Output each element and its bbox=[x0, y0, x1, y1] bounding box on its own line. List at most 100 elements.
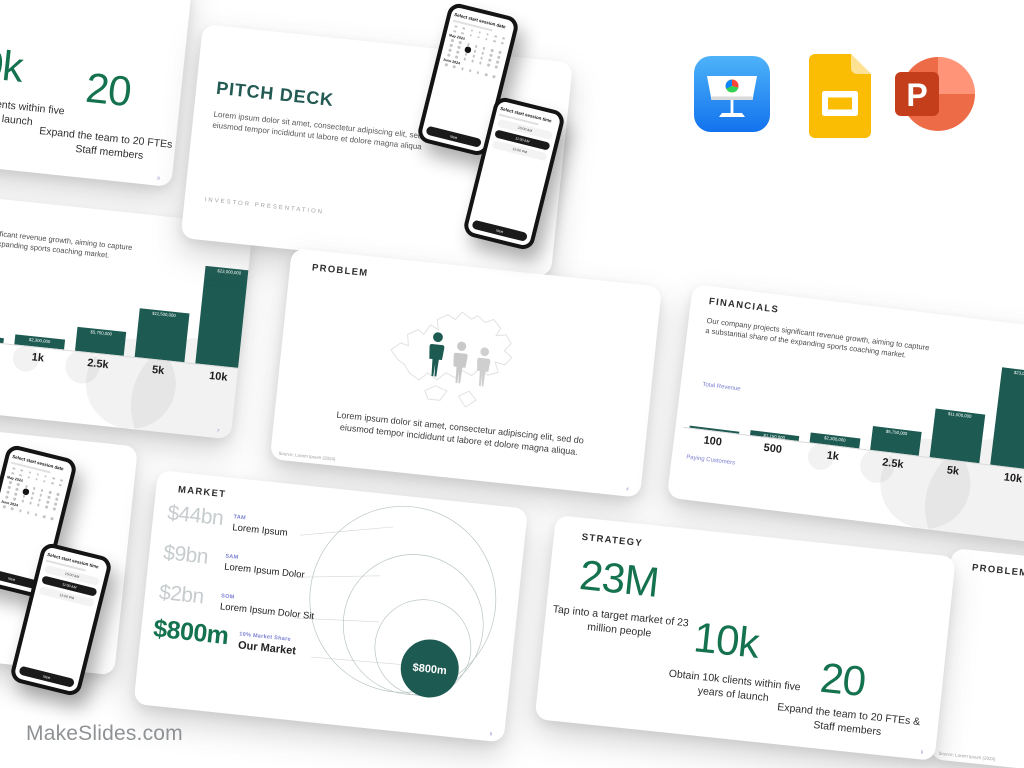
keynote-icon[interactable] bbox=[694, 56, 770, 132]
bar-5k: $11,500,000 bbox=[929, 408, 985, 464]
calendar-day bbox=[470, 59, 475, 63]
calendar-day bbox=[10, 507, 14, 511]
person-icon bbox=[429, 332, 445, 377]
calendar-day bbox=[474, 44, 478, 49]
svg-text:$800m: $800m bbox=[412, 662, 448, 678]
calendar-day bbox=[13, 497, 17, 501]
calendar-day bbox=[463, 57, 467, 61]
calendar-day bbox=[476, 35, 481, 39]
calendar-day bbox=[495, 60, 500, 64]
calendar-day bbox=[449, 43, 453, 48]
calendar-day bbox=[472, 54, 476, 58]
stat-number: 10k bbox=[691, 613, 761, 667]
stat-number: 10k bbox=[0, 37, 25, 91]
slide-financials[interactable]: FINANCIALS Our company projects signific… bbox=[666, 284, 1024, 545]
page-number: 7 bbox=[216, 427, 220, 434]
calendar-day bbox=[40, 488, 44, 493]
next-button: Next bbox=[471, 219, 528, 242]
source-note: Source: Lorem Ipsum (2024) bbox=[938, 750, 996, 762]
calendar-day bbox=[501, 36, 506, 40]
calendar-day bbox=[44, 505, 48, 509]
slide-title: STRATEGY bbox=[581, 531, 644, 550]
keynote-logo bbox=[694, 56, 770, 132]
bar-10k: $23,000,000 bbox=[194, 265, 254, 369]
powerpoint-icon[interactable]: P bbox=[893, 52, 977, 136]
cover-footer: INVESTOR PRESENTATION bbox=[204, 197, 325, 216]
stat-caption: Expand the team to 20 FTEs & Staff membe… bbox=[38, 125, 183, 162]
calendar-day bbox=[48, 490, 52, 495]
source-note: Source: Lorem Ipsum (2024) bbox=[278, 450, 336, 462]
page-number: 9 bbox=[920, 749, 924, 755]
calendar-day bbox=[453, 29, 457, 33]
map-outline bbox=[390, 311, 513, 408]
category-label: 500 bbox=[762, 441, 783, 457]
calendar-day bbox=[487, 58, 492, 62]
calendar-day bbox=[56, 492, 60, 496]
calendar-day bbox=[494, 65, 498, 69]
person-icon bbox=[453, 341, 468, 384]
bar-5k: $11,500,000 bbox=[134, 308, 190, 363]
calendar-day bbox=[5, 495, 9, 499]
calendar-day bbox=[59, 478, 64, 482]
market-value: $2bn bbox=[158, 580, 205, 609]
calendar-day-selected bbox=[21, 488, 29, 495]
calendar-day bbox=[498, 50, 502, 54]
calendar-day bbox=[36, 503, 40, 507]
calendar-day bbox=[52, 507, 56, 511]
calendar-day bbox=[38, 498, 42, 502]
calendar-day bbox=[461, 31, 465, 35]
calendar-day bbox=[32, 486, 36, 491]
calendar-day bbox=[39, 493, 43, 497]
stat-number: 20 bbox=[83, 63, 133, 116]
bar-value-label: $5,750,000 bbox=[90, 328, 113, 336]
stat-caption: Expand the team to 20 FTEs & Staff membe… bbox=[776, 701, 921, 738]
tam-sam-som-circles: $800m bbox=[293, 505, 497, 698]
x-axis-label: Paying Customers bbox=[685, 454, 736, 467]
calendar-day bbox=[468, 69, 472, 73]
calendar-day bbox=[6, 490, 10, 495]
calendar-day bbox=[18, 509, 22, 513]
category-label: 500 bbox=[0, 343, 3, 360]
google-slides-logo bbox=[809, 54, 871, 138]
calendar-day bbox=[448, 48, 452, 53]
calendar-day bbox=[14, 492, 18, 497]
calendar-day bbox=[2, 505, 7, 509]
slide-strategy-partial[interactable]: STRATEGY 23M Tap into a target market of… bbox=[0, 0, 193, 188]
bar-value-label: $11,500,000 bbox=[947, 411, 972, 419]
calendar-day bbox=[478, 61, 482, 65]
calendar-day bbox=[42, 479, 47, 483]
calendar-day bbox=[456, 50, 460, 55]
calendar-day bbox=[462, 26, 466, 30]
calendar-day bbox=[45, 500, 50, 504]
page-number: 9 bbox=[157, 175, 161, 181]
calendar-day bbox=[30, 496, 34, 500]
calendar-day bbox=[8, 481, 13, 485]
bar-value-label: $5,750,000 bbox=[885, 428, 908, 436]
calendar-day bbox=[55, 497, 59, 501]
cover-body: Lorem ipsum dolor sit amet, consectetur … bbox=[212, 109, 434, 152]
calendar-day bbox=[454, 24, 458, 28]
slide-strategy[interactable]: STRATEGY 23M Tap into a target market of… bbox=[534, 515, 956, 761]
slide-title: PROBLEM bbox=[971, 562, 1024, 580]
calendar-day bbox=[16, 482, 20, 487]
calendar-day bbox=[50, 516, 54, 521]
stat-caption: Tap into a target market of 23 million p… bbox=[552, 603, 690, 640]
slide-problem[interactable]: PROBLEM Lorem ipsum dolor sit amet, cons… bbox=[269, 248, 662, 498]
calendar-day bbox=[470, 28, 474, 32]
calendar-day bbox=[15, 487, 19, 492]
calendar-day bbox=[21, 499, 25, 503]
calendar-day bbox=[51, 476, 56, 480]
next-button: Next bbox=[425, 125, 482, 148]
market-tag: SAM bbox=[225, 553, 239, 561]
bar-10k: $23,000,000 bbox=[989, 367, 1024, 471]
calendar-day bbox=[19, 473, 23, 477]
calendar-day bbox=[486, 63, 490, 67]
slide-market[interactable]: $800m MARKET $44bn TAM Lorem Ipsum $9bn … bbox=[133, 470, 528, 743]
svg-text:P: P bbox=[906, 77, 927, 113]
calendar-day bbox=[31, 491, 35, 496]
calendar-day bbox=[458, 40, 462, 45]
google-slides-icon[interactable] bbox=[809, 54, 871, 138]
site-logo: MakeSlides.com bbox=[26, 722, 183, 745]
calendar-day bbox=[26, 511, 30, 515]
